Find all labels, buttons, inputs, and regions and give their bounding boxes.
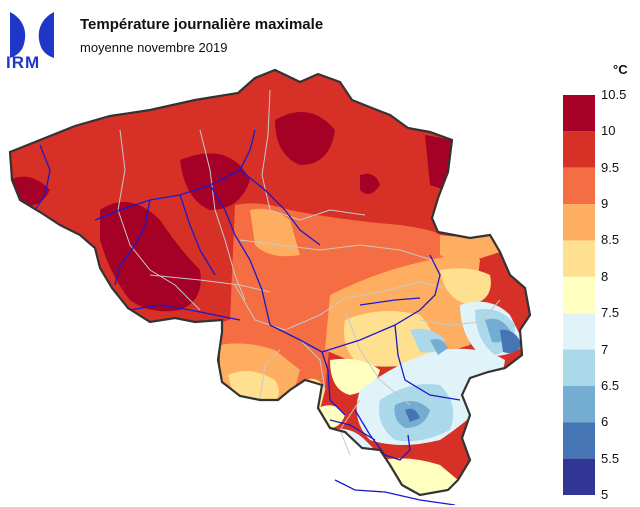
legend-label: 5 [601, 487, 609, 502]
legend-label: 10.5 [601, 87, 627, 102]
irm-logo [10, 12, 54, 58]
legend-bin [563, 95, 595, 132]
legend-bin [563, 204, 595, 241]
legend-bin [563, 240, 595, 277]
legend-label: 8 [601, 268, 609, 284]
belgium-temperature-map [8, 68, 532, 505]
legend-label: 6 [601, 414, 609, 430]
legend-bin [563, 422, 595, 459]
legend-unit: °C [613, 62, 628, 77]
legend-label: 9 [601, 196, 609, 212]
legend-label: 6.5 [601, 377, 620, 393]
legend-bin [563, 131, 595, 168]
legend-label: 9.5 [601, 159, 620, 175]
legend-bin [563, 167, 595, 205]
legend-bin [563, 276, 595, 314]
legend-bin [563, 313, 595, 350]
legend-label: 5.5 [601, 450, 620, 466]
logo-text: IRM [6, 53, 41, 72]
province-borders [117, 89, 501, 456]
legend-label: 7 [601, 341, 609, 357]
legend-bin [563, 385, 595, 423]
rivers [34, 129, 461, 505]
map-subtitle: moyenne novembre 2019 [80, 40, 228, 55]
legend-label: 10 [601, 123, 616, 139]
map-title: Température journalière maximale [80, 16, 324, 33]
legend-label: 8.5 [601, 232, 620, 248]
legend-bin [563, 458, 595, 495]
legend-label: 7.5 [601, 305, 620, 321]
legend-bin [563, 349, 595, 386]
color-legend [563, 95, 595, 495]
